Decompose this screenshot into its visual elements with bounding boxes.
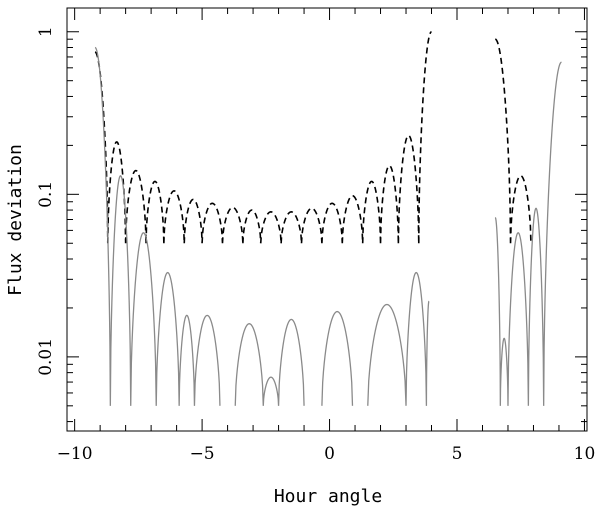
solid-series-segment-2: [494, 61, 562, 406]
y-axis-title: Flux deviation: [5, 144, 26, 296]
y-tick-label: 0.1: [36, 181, 56, 208]
series-layer: [94, 30, 562, 406]
dashed-series-segment-1: [94, 30, 432, 244]
x-tick-label: 0: [324, 444, 335, 464]
y-tick-label: 1: [36, 26, 56, 37]
solid-series-segment-1: [94, 46, 430, 406]
x-tick-label: −5: [190, 444, 215, 464]
x-tick-label: 5: [452, 444, 463, 464]
x-tick-label: −10: [57, 444, 93, 464]
y-tick-label: 0.01: [36, 338, 56, 376]
dashed-series-segment-2: [495, 38, 532, 244]
tick-layer: −10 −5 0 5 10 0.01 0.1 1: [36, 8, 595, 464]
x-tick-label: 10: [574, 444, 596, 464]
x-axis-title: Hour angle: [274, 486, 382, 507]
